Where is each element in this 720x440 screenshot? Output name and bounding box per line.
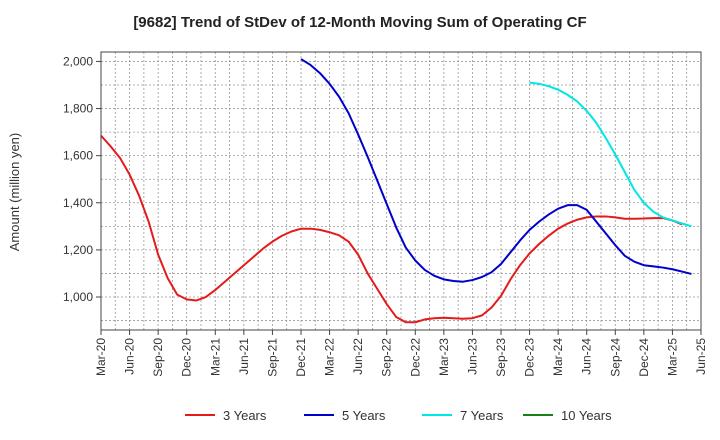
legend: 3 Years 5 Years 7 Years 10 Years xyxy=(185,408,612,423)
y-tick-label: 2,000 xyxy=(63,54,93,68)
x-tick-label: Dec-24 xyxy=(637,338,651,377)
grid xyxy=(100,52,702,330)
x-tick-label: Mar-20 xyxy=(94,338,108,376)
series-line-3-years xyxy=(100,134,683,324)
y-tick-label: 1,800 xyxy=(63,102,93,116)
x-tick-label: Dec-21 xyxy=(294,338,308,377)
y-axis-label: Amount (million yen) xyxy=(7,133,22,252)
x-tick-label: Mar-25 xyxy=(665,338,679,376)
y-tick-label: 1,000 xyxy=(63,290,93,304)
x-tick-label: Mar-21 xyxy=(208,338,222,376)
x-tick-label: Jun-24 xyxy=(580,338,594,375)
legend-label: 5 Years xyxy=(342,408,386,423)
x-tick-label: Mar-24 xyxy=(551,338,565,376)
x-tick-label: Jun-25 xyxy=(694,338,708,375)
series-layer xyxy=(100,58,692,324)
x-tick-label: Jun-23 xyxy=(465,338,479,375)
y-tick-label: 1,200 xyxy=(63,243,93,257)
legend-label: 7 Years xyxy=(460,408,504,423)
series-line-7-years xyxy=(529,81,692,228)
x-tick-label: Jun-22 xyxy=(351,338,365,375)
x-tick-label: Dec-22 xyxy=(408,338,422,377)
plot-frame xyxy=(100,51,702,331)
x-tick-label: Dec-20 xyxy=(180,338,194,377)
x-tick-label: Mar-22 xyxy=(323,338,337,376)
x-tick-label: Sep-24 xyxy=(608,338,622,377)
x-tick-label: Jun-20 xyxy=(123,338,137,375)
x-tick-label: Sep-22 xyxy=(380,338,394,377)
chart-title: [9682] Trend of StDev of 12-Month Moving… xyxy=(133,14,586,31)
x-tick-label: Sep-23 xyxy=(494,338,508,377)
x-tick-label: Jun-21 xyxy=(237,338,251,375)
series-line-5-years xyxy=(300,58,692,283)
x-tick-label: Sep-21 xyxy=(265,338,279,377)
y-axis-ticks: 1,000 1,200 1,400 1,600 1,800 2,000 xyxy=(63,54,101,304)
x-tick-label: Mar-23 xyxy=(437,338,451,376)
x-axis-ticks: Mar-20 Jun-20 Sep-20 Dec-20 Mar-21 Jun-21 Sep-… xyxy=(94,330,708,377)
legend-label: 3 Years xyxy=(223,408,267,423)
y-tick-label: 1,400 xyxy=(63,196,93,210)
legend-label: 10 Years xyxy=(561,408,612,423)
x-tick-label: Sep-20 xyxy=(151,338,165,377)
x-tick-label: Dec-23 xyxy=(523,338,537,377)
y-tick-label: 1,600 xyxy=(63,149,93,163)
